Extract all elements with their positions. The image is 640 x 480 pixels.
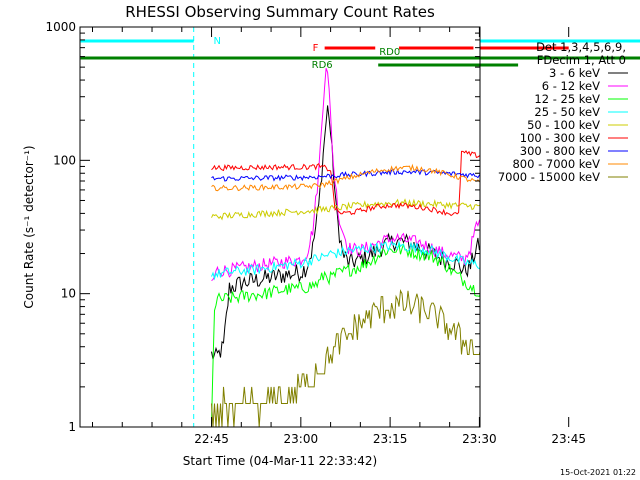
legend: Det 1,3,4,5,6,9,FDecim 1, Att 03 - 6 keV…: [498, 40, 628, 184]
legend-entry-label: 6 - 12 keV: [542, 79, 600, 93]
legend-entry-label: 800 - 7000 keV: [512, 157, 600, 171]
series-line: [211, 198, 480, 221]
vertical-markers: [193, 27, 195, 427]
legend-entry-label: 12 - 25 keV: [534, 92, 600, 106]
y-axis: 1 10 100 1000: [45, 20, 480, 434]
x-tick-label: 23:30: [462, 432, 497, 446]
series-line: [211, 168, 480, 182]
status-bars: N F RD0 RD6: [80, 36, 640, 71]
status-bar-label: RD0: [379, 47, 400, 58]
series-line: [211, 105, 480, 360]
timestamp: 15-Oct-2021 01:22: [560, 468, 636, 477]
plot-frame: [79, 26, 481, 428]
y-tick-label: 1: [68, 420, 76, 434]
x-tick-label: 23:45: [551, 432, 586, 446]
legend-entry-label: 7000 - 15000 keV: [498, 170, 600, 184]
legend-header-line: Det 1,3,4,5,6,9,: [536, 40, 626, 54]
y-tick-label: 1000: [45, 20, 76, 34]
series-line: [211, 242, 480, 425]
legend-entry-label: 100 - 300 keV: [520, 131, 600, 145]
series-line: [211, 289, 480, 427]
x-tick-label: 23:15: [373, 432, 408, 446]
status-bar-label: F: [313, 43, 319, 54]
y-axis-label: Count Rate (s⁻¹ detector⁻¹): [22, 145, 36, 308]
status-bar-label: RD6: [312, 60, 333, 71]
legend-entry-label: 25 - 50 keV: [534, 105, 600, 119]
series-line: [211, 240, 480, 281]
legend-entry-label: 300 - 800 keV: [520, 144, 600, 158]
y-tick-label: 100: [53, 153, 76, 167]
legend-entry-label: 50 - 100 keV: [527, 118, 600, 132]
x-tick-label: 22:45: [194, 432, 229, 446]
legend-entry-label: 3 - 6 keV: [549, 66, 600, 80]
legend-header-line: FDecim 1, Att 0: [537, 53, 626, 67]
series-lines: [211, 68, 480, 427]
y-tick-label: 10: [61, 287, 76, 301]
chart-title: RHESSI Observing Summary Count Rates: [125, 3, 435, 21]
x-axis-label: Start Time (04-Mar-11 22:33:42): [183, 454, 377, 468]
status-bar-label: N: [214, 36, 221, 47]
x-tick-label: 23:00: [284, 432, 319, 446]
series-line: [211, 163, 480, 192]
series-line: [211, 150, 480, 217]
series-line: [211, 68, 480, 282]
